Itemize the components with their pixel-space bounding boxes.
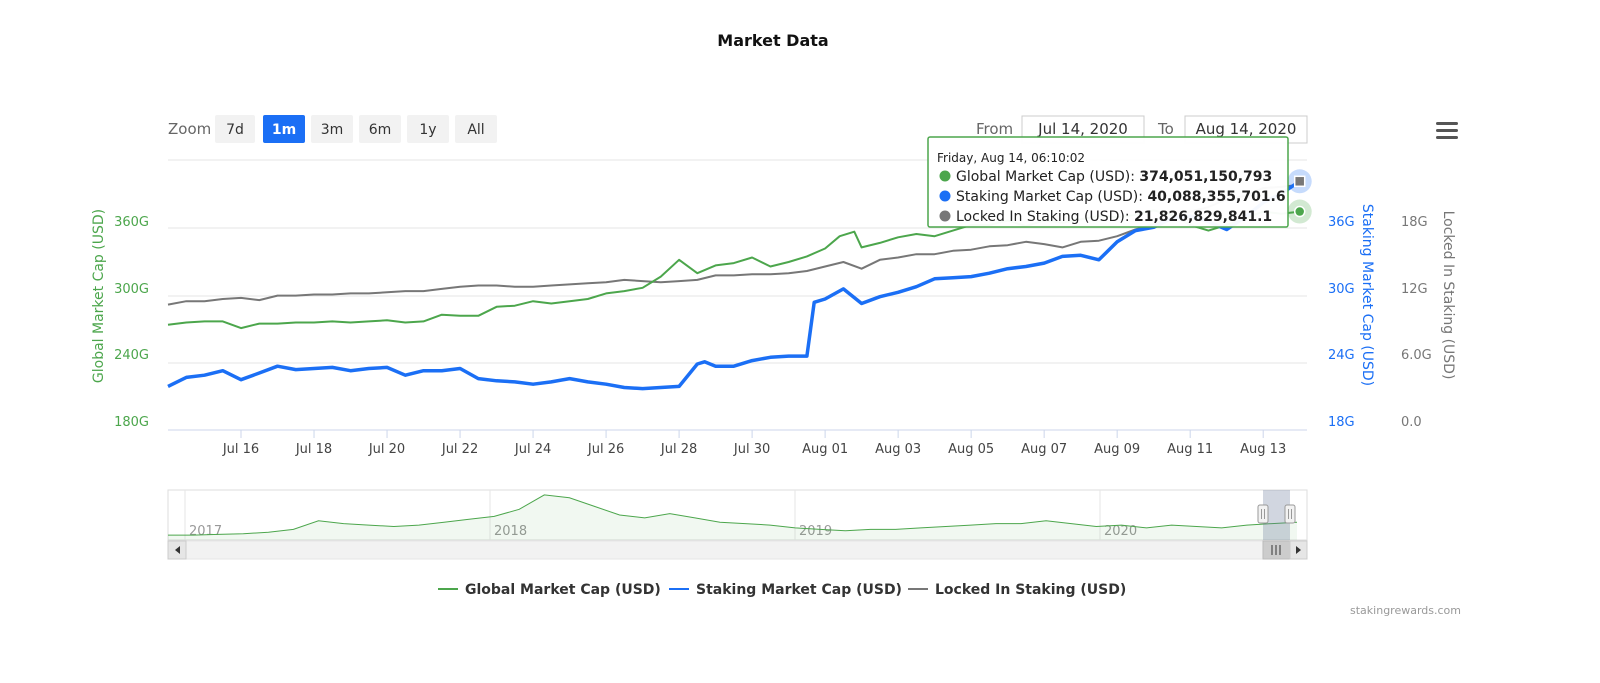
series-line-locked-in-staking-usd	[167, 183, 1300, 306]
left-axis-title: Global Market Cap (USD)	[91, 209, 107, 383]
navigator-area	[168, 494, 1297, 540]
x-tick-label: Jul 24	[514, 442, 551, 457]
from-label: From	[976, 120, 1013, 138]
tooltip-row-label: Staking Market Cap (USD):	[956, 189, 1147, 205]
x-tick-label: Jul 16	[222, 442, 259, 457]
legend-label: Locked In Staking (USD)	[935, 582, 1126, 598]
chevron-left-icon	[175, 546, 180, 554]
tooltip-dot	[939, 170, 951, 182]
x-axis: Jul 16 Jul 18 Jul 20 Jul 22 Jul 24 Jul 26 Jul …	[222, 430, 1286, 457]
zoom-button-All[interactable]: All	[455, 115, 497, 143]
navigator-scrollbar-track[interactable]	[167, 540, 1308, 560]
navigator[interactable]: 2017 2018 2019 2020	[167, 489, 1308, 560]
to-label: To	[1157, 120, 1174, 138]
navigator-year-label: 2018	[494, 524, 527, 539]
scroll-left-button[interactable]	[167, 540, 187, 560]
zoom-button-label: All	[467, 122, 484, 138]
tooltip-row: Global Market Cap (USD): 374,051,150,793	[956, 169, 1272, 185]
x-tick-label: Aug 09	[1094, 442, 1140, 457]
to-date-value: Aug 14, 2020	[1196, 120, 1297, 138]
right-locked-tick-label: 6.0G	[1401, 348, 1432, 363]
zoom-label: Zoom	[168, 120, 211, 138]
tooltip-row-value: 21,826,829,841.1	[1134, 209, 1272, 225]
tooltip-row-label: Global Market Cap (USD):	[956, 169, 1139, 185]
legend-item[interactable]: Staking Market Cap (USD)	[669, 582, 902, 598]
x-tick-label: Jul 18	[295, 442, 332, 457]
x-tick-label: Aug 05	[948, 442, 994, 457]
navigator-line	[168, 494, 1298, 536]
legend-label: Global Market Cap (USD)	[465, 582, 661, 598]
right-axis-staking: 18G 24G 30G 36G	[1328, 215, 1355, 430]
right-axis-locked-title: Locked In Staking (USD)	[1440, 211, 1456, 380]
x-tick-label: Jul 30	[733, 442, 770, 457]
menu-icon[interactable]	[1432, 116, 1462, 144]
tooltip-row: Locked In Staking (USD): 21,826,829,841.…	[956, 209, 1272, 225]
hover-markers	[1287, 169, 1312, 224]
global-hover-point	[1293, 205, 1306, 218]
left-tick-label: 360G	[114, 215, 149, 230]
zoom-button-label: 1m	[272, 122, 296, 138]
right-axis-locked: 0.0 6.0G 12G 18G	[1401, 215, 1432, 430]
navigator-year-label: 2019	[799, 524, 832, 539]
legend-item[interactable]: Global Market Cap (USD)	[438, 582, 661, 598]
zoom-button-6m[interactable]: 6m	[359, 115, 401, 143]
tooltip-dot	[939, 210, 951, 222]
left-axis: 180G 240G 300G 360G	[114, 215, 149, 430]
chevron-right-icon	[1296, 546, 1301, 554]
right-locked-tick-label: 18G	[1401, 215, 1428, 230]
x-tick-label: Aug 01	[802, 442, 848, 457]
right-staking-tick-label: 18G	[1328, 415, 1355, 430]
tooltip-dot	[939, 190, 951, 202]
left-tick-label: 240G	[114, 348, 149, 363]
navigator-handle[interactable]	[1284, 504, 1296, 524]
x-tick-label: Jul 28	[660, 442, 697, 457]
left-tick-label: 180G	[114, 415, 149, 430]
zoom-button-label: 1y	[419, 122, 436, 138]
tooltip-row-value: 374,051,150,793	[1139, 169, 1272, 185]
x-tick-label: Aug 13	[1240, 442, 1286, 457]
x-tick-label: Aug 03	[875, 442, 921, 457]
right-axis-staking-title: Staking Market Cap (USD)	[1359, 204, 1375, 386]
locked-hover-point	[1293, 175, 1306, 188]
zoom-buttons: 7d 1m 3m 6m 1y All	[215, 115, 497, 143]
zoom-button-1y[interactable]: 1y	[407, 115, 449, 143]
tooltip-header: Friday, Aug 14, 06:10:02	[937, 151, 1085, 165]
from-date-value: Jul 14, 2020	[1037, 120, 1128, 138]
tooltip-row-value: 40,088,355,701.6	[1147, 189, 1285, 205]
navigator-handle[interactable]	[1257, 504, 1269, 524]
right-staking-tick-label: 36G	[1328, 215, 1355, 230]
zoom-button-label: 3m	[321, 122, 344, 138]
navigator-scrollbar-thumb[interactable]	[1262, 540, 1291, 560]
right-staking-tick-label: 30G	[1328, 282, 1355, 297]
zoom-button-7d[interactable]: 7d	[215, 115, 255, 143]
legend-item[interactable]: Locked In Staking (USD)	[908, 582, 1126, 598]
right-locked-tick-label: 0.0	[1401, 415, 1422, 430]
series-line-staking-market-cap-usd	[167, 179, 1301, 391]
legend-label: Staking Market Cap (USD)	[696, 582, 902, 598]
zoom-button-1m[interactable]: 1m	[263, 115, 305, 143]
legend: Global Market Cap (USD) Staking Market Ca…	[438, 582, 1126, 598]
x-tick-label: Jul 20	[368, 442, 405, 457]
scroll-right-button[interactable]	[1289, 540, 1308, 560]
zoom-button-label: 7d	[226, 122, 244, 138]
x-tick-label: Aug 07	[1021, 442, 1067, 457]
x-tick-label: Aug 11	[1167, 442, 1213, 457]
chart-title: Market Data	[717, 31, 828, 50]
left-tick-label: 300G	[114, 282, 149, 297]
right-locked-tick-label: 12G	[1401, 282, 1428, 297]
x-tick-label: Jul 22	[441, 442, 478, 457]
x-tick-label: Jul 26	[587, 442, 624, 457]
zoom-button-3m[interactable]: 3m	[311, 115, 353, 143]
zoom-button-label: 6m	[369, 122, 392, 138]
navigator-frame	[167, 489, 1308, 541]
navigator-year-label: 2020	[1104, 524, 1137, 539]
tooltip-row: Staking Market Cap (USD): 40,088,355,701…	[956, 189, 1286, 205]
right-staking-tick-label: 24G	[1328, 348, 1355, 363]
tooltip-row-label: Locked In Staking (USD):	[956, 209, 1134, 225]
credit-link[interactable]: stakingrewards.com	[1350, 604, 1461, 617]
tooltip: Friday, Aug 14, 06:10:02 Global Market C…	[927, 136, 1289, 228]
